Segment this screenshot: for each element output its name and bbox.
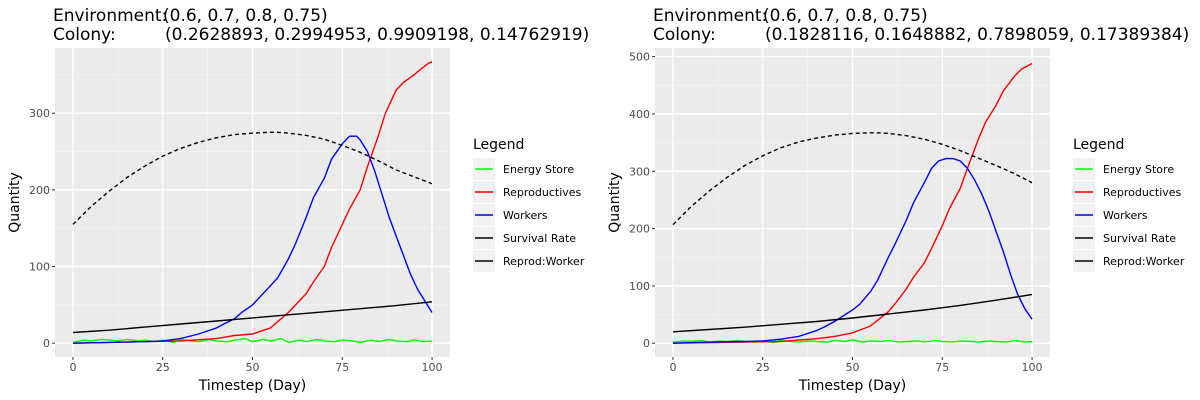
x-tick-label: 0 [669,361,676,374]
y-tick-label: 100 [629,280,650,293]
legend-label: Energy Store [1103,163,1174,176]
x-tick-label: 75 [935,361,949,374]
y-tick-label: 0 [643,337,650,350]
legend-label: Workers [503,209,548,222]
y-tick-label: 400 [629,108,650,121]
x-tick-label: 50 [246,361,260,374]
legend-title: Legend [1073,137,1124,153]
series-line-workers [672,157,1033,344]
legend-label: Reproductives [503,186,582,199]
chart-left: Environment:(0.6, 0.7, 0.8, 0.75) Colony:… [7,6,589,394]
x-tick-label: 75 [335,361,349,374]
series-line-reproductives [72,61,433,344]
y-axis-title: Quantity [7,172,23,233]
title-label: Colony: [53,25,116,45]
x-tick-label: 100 [1022,361,1043,374]
series-line-reprod-worker [72,301,433,334]
y-tick-label: 0 [43,337,50,350]
legend-label: Reprod:Worker [1103,255,1185,268]
y-tick-label: 300 [29,107,50,120]
title-label: Environment: [653,6,767,26]
legend-label: Workers [1103,209,1148,222]
series-line-reproductives [672,62,1033,344]
chart-right: Environment:(0.6, 0.7, 0.8, 0.75) Colony:… [607,6,1189,394]
legend-title: Legend [473,137,524,153]
series-line-reprod-worker [672,293,1033,333]
legend-label: Survival Rate [1103,232,1176,245]
y-tick-label: 200 [29,184,50,197]
title-value: (0.1828116, 0.1648882, 0.7898059, 0.1738… [765,25,1189,45]
x-tick-label: 0 [69,361,76,374]
legend-label: Survival Rate [503,232,576,245]
title-label: Environment: [53,6,167,26]
x-tick-label: 25 [756,361,770,374]
title-value: (0.6, 0.7, 0.8, 0.75) [763,6,928,26]
series-line-workers [72,135,433,344]
legend-label: Reproductives [1103,186,1182,199]
x-tick-label: 50 [846,361,860,374]
y-axis-title: Quantity [607,172,623,233]
x-tick-label: 25 [156,361,170,374]
y-tick-label: 200 [629,223,650,236]
legend-label: Reprod:Worker [503,255,585,268]
y-tick-label: 500 [629,51,650,64]
title-value: (0.6, 0.7, 0.8, 0.75) [163,6,328,26]
y-tick-label: 300 [629,165,650,178]
x-axis-title: Timestep (Day) [198,378,307,394]
y-tick-label: 100 [29,261,50,274]
title-label: Colony: [653,25,716,45]
title-value: (0.2628893, 0.2994953, 0.9909198, 0.1476… [165,25,589,45]
legend-label: Energy Store [503,163,574,176]
x-axis-title: Timestep (Day) [798,378,907,394]
series-line-energy-store [672,339,1033,344]
x-tick-label: 100 [422,361,443,374]
series-line-energy-store [72,337,433,344]
